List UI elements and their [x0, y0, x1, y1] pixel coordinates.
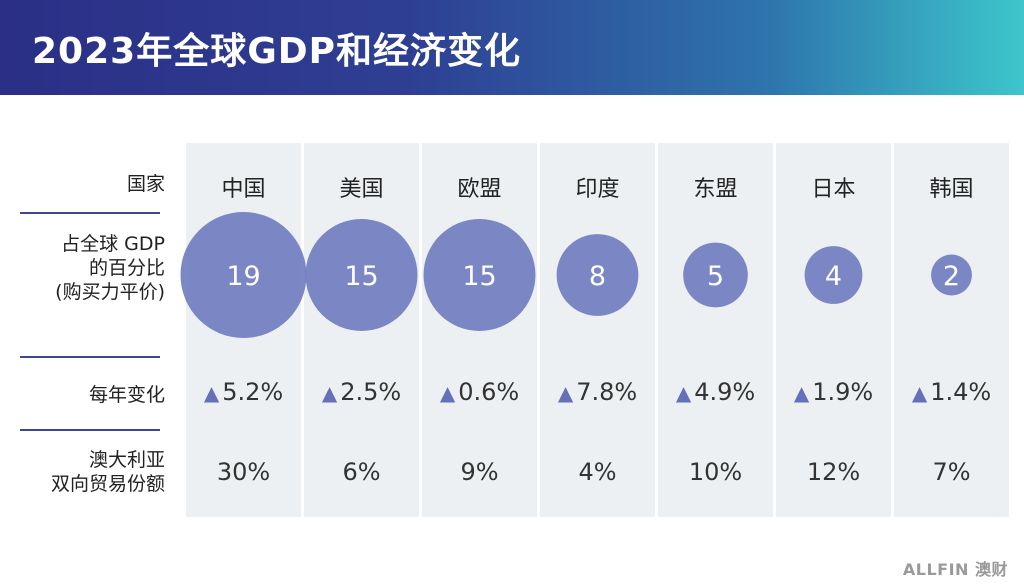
trade-share-value: 30%: [216, 458, 271, 486]
annual-change-text: 2.5%: [340, 378, 402, 406]
row-label-annual-change: 每年变化: [88, 384, 165, 406]
row-label-gdp-line-3: (购买力平价): [55, 281, 165, 303]
gdp-bubble-label: 15: [344, 261, 378, 292]
header-banner: 2023年全球GDP和经济变化: [0, 0, 1024, 95]
up-triangle-icon: ▲: [557, 381, 574, 405]
country-label: 中国: [221, 177, 266, 202]
annual-change-text: 7.8%: [576, 378, 638, 406]
row-divider: [20, 429, 160, 431]
gdp-bubble-label: 19: [226, 261, 260, 292]
annual-change-value: ▲ 4.9%: [658, 378, 773, 406]
up-triangle-icon: ▲: [203, 381, 220, 405]
gdp-bubble: [423, 219, 536, 331]
country-label: 美国: [339, 177, 384, 202]
country-label: 欧盟: [457, 177, 502, 202]
row-label-trade-line-1: 澳大利亚: [88, 449, 165, 471]
annual-change-value: ▲ 1.9%: [776, 378, 891, 406]
up-triangle-icon: ▲: [321, 381, 338, 405]
column-bg: [658, 143, 773, 517]
row-divider: [20, 212, 160, 214]
gdp-bubble: [180, 212, 307, 338]
annual-change-text: 4.9%: [694, 378, 756, 406]
trade-share-value: 9%: [460, 458, 499, 486]
trade-share-value: 4%: [578, 458, 617, 486]
gdp-bubble: [305, 219, 418, 331]
gdp-bubble: [683, 242, 748, 308]
annual-change-text: 5.2%: [222, 378, 284, 406]
gdp-bubble-label: 2: [943, 261, 960, 292]
annual-change-text: 0.6%: [458, 378, 520, 406]
row-label-gdp-share: 占全球 GDP 的百分比 (购买力平价): [10, 232, 165, 304]
trade-share-value: 12%: [806, 458, 861, 486]
page-title: 2023年全球GDP和经济变化: [32, 31, 522, 72]
row-divider: [20, 356, 160, 358]
up-triangle-icon: ▲: [675, 381, 692, 405]
gdp-bubble: [556, 234, 639, 316]
annual-change-text: 1.9%: [812, 378, 874, 406]
country-label: 日本: [811, 177, 856, 202]
gdp-bubble: [804, 246, 863, 304]
column-bg: [540, 143, 655, 517]
gdp-bubble-label: 5: [707, 261, 724, 292]
annual-change-value: ▲ 0.6%: [422, 378, 537, 406]
row-label-trade-line-2: 双向贸易份额: [50, 473, 165, 495]
trade-share-value: 7%: [932, 458, 971, 486]
annual-change-value: ▲ 5.2%: [186, 378, 301, 406]
trade-share-value: 6%: [342, 458, 381, 486]
annual-change-value: ▲ 1.4%: [894, 378, 1009, 406]
up-triangle-icon: ▲: [793, 381, 810, 405]
gdp-bubble-label: 4: [825, 261, 842, 292]
country-label: 韩国: [929, 177, 974, 202]
gdp-bubble: [931, 254, 972, 296]
country-label: 东盟: [693, 177, 738, 202]
gdp-bubble-label: 15: [462, 261, 496, 292]
column-bg: [894, 143, 1009, 517]
up-triangle-icon: ▲: [911, 381, 928, 405]
annual-change-value: ▲ 7.8%: [540, 378, 655, 406]
annual-change-text: 1.4%: [930, 378, 992, 406]
row-label-gdp-line-2: 的百分比: [88, 257, 165, 279]
annual-change-value: ▲ 2.5%: [304, 378, 419, 406]
row-label-gdp-line-1: 占全球 GDP: [61, 233, 165, 255]
row-label-trade-share: 澳大利亚 双向贸易份额: [10, 448, 165, 496]
column-bg: [776, 143, 891, 517]
trade-share-value: 10%: [688, 458, 743, 486]
gdp-bubble-label: 8: [589, 261, 606, 292]
allfin-logo: ALLFIN 澳财: [902, 560, 1008, 579]
country-label: 印度: [575, 177, 620, 202]
up-triangle-icon: ▲: [439, 381, 456, 405]
row-label-country: 国家: [126, 173, 165, 195]
